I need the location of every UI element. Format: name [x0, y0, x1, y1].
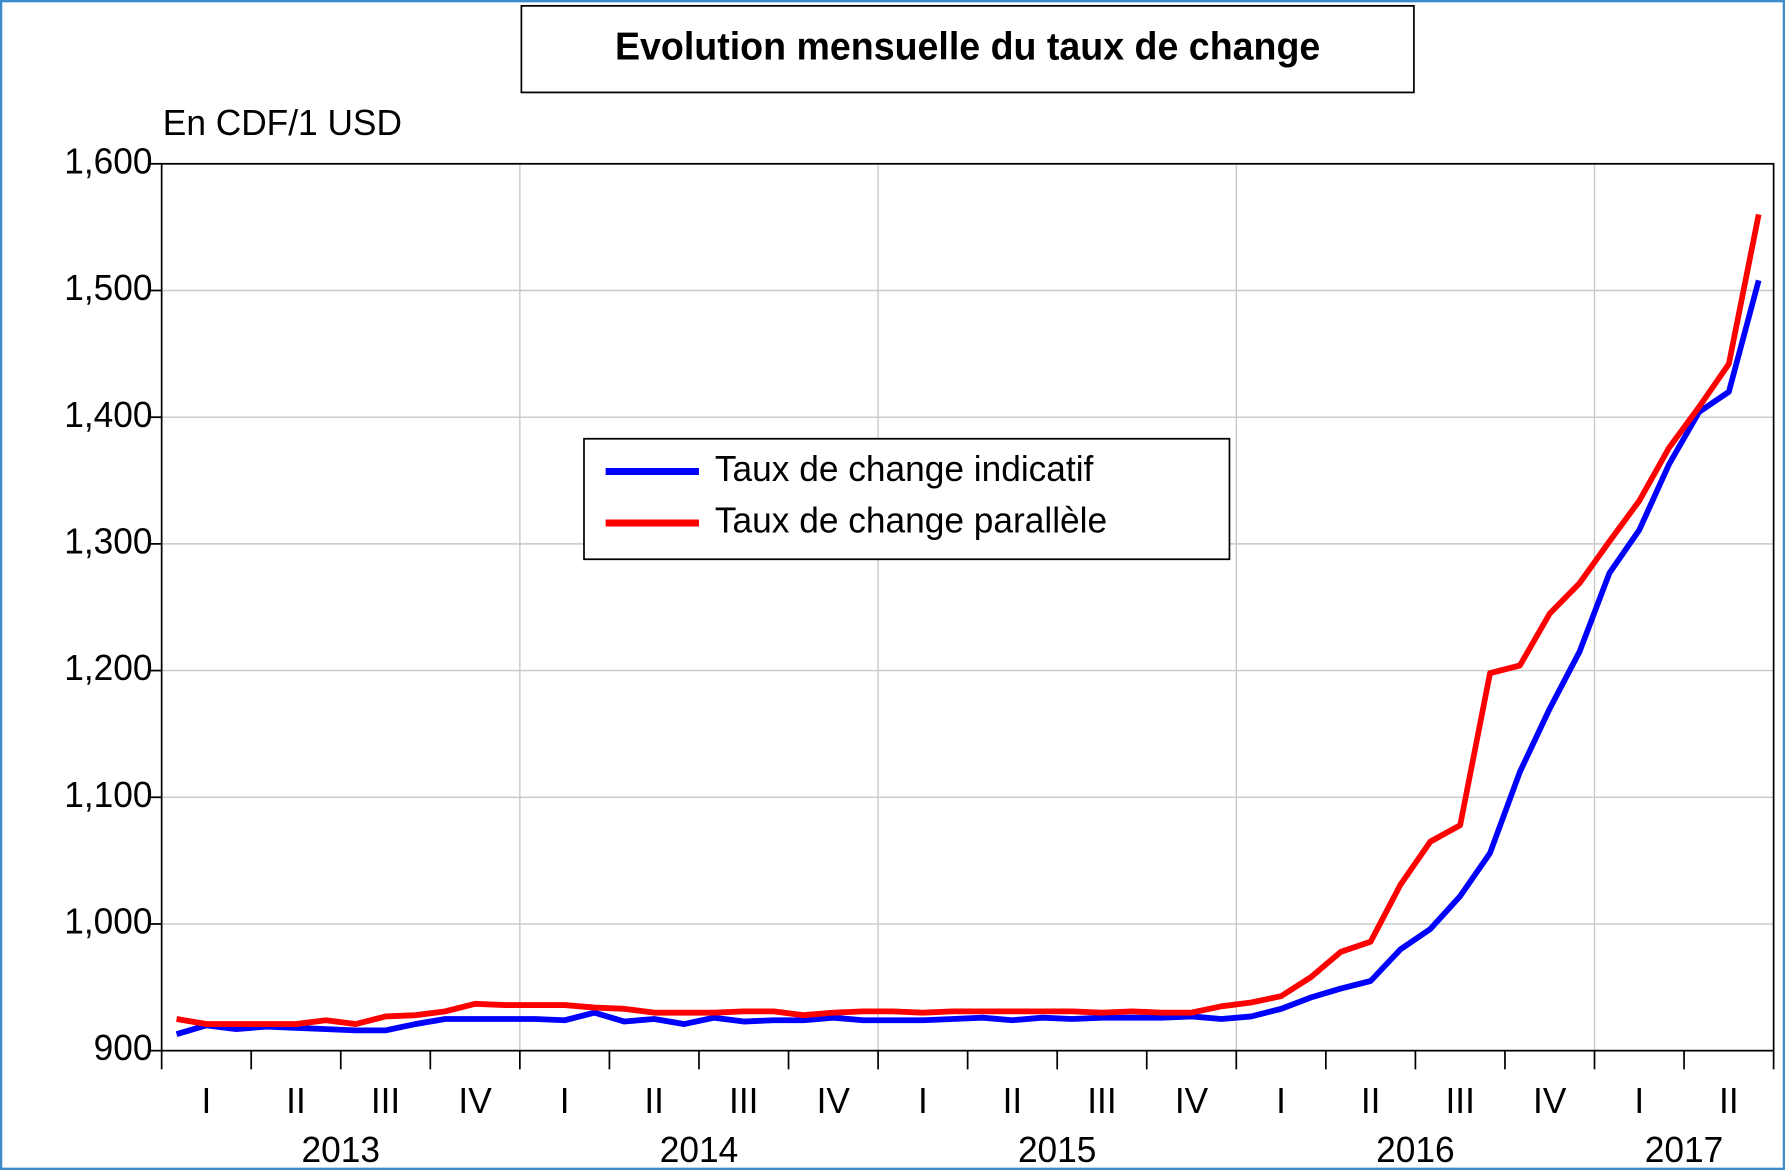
- quarter-label: II: [1361, 1080, 1381, 1121]
- quarter-label: IV: [817, 1080, 850, 1121]
- quarter-label: I: [918, 1080, 928, 1121]
- series-line: [175, 279, 1762, 1037]
- plot-border: [160, 162, 1775, 1052]
- year-label: 2015: [1018, 1130, 1096, 1170]
- year-label: 2013: [302, 1130, 380, 1170]
- legend-label: Taux de change parallèle: [715, 500, 1107, 541]
- quarter-label: III: [1087, 1080, 1116, 1121]
- quarter-label: III: [371, 1080, 400, 1121]
- quarter-label: II: [644, 1080, 664, 1121]
- quarter-label: I: [202, 1080, 212, 1121]
- quarter-label: IV: [1533, 1080, 1566, 1121]
- year-label: 2014: [660, 1130, 738, 1170]
- quarter-label: II: [1719, 1080, 1739, 1121]
- y-tick-label: 1,500: [64, 268, 152, 309]
- y-tick-label: 1,000: [64, 901, 152, 942]
- quarter-label: II: [1003, 1080, 1023, 1121]
- quarter-label: I: [560, 1080, 570, 1121]
- quarter-label: I: [1634, 1080, 1644, 1121]
- year-label: 2016: [1376, 1130, 1454, 1170]
- y-tick-label: 900: [94, 1028, 153, 1069]
- series-line: [176, 213, 1762, 1027]
- y-tick-label: 1,200: [64, 648, 152, 689]
- title-box: [520, 4, 1415, 94]
- quarter-label: IV: [1175, 1080, 1208, 1121]
- y-tick-label: 1,300: [64, 521, 152, 562]
- y-tick-label: 1,100: [64, 774, 152, 815]
- y-tick-label: 1,400: [64, 394, 152, 435]
- quarter-label: I: [1276, 1080, 1286, 1121]
- legend-label: Taux de change indicatif: [715, 449, 1094, 490]
- quarter-label: II: [286, 1080, 306, 1121]
- quarter-label: III: [729, 1080, 758, 1121]
- year-label: 2017: [1645, 1130, 1723, 1170]
- legend-box: [583, 437, 1231, 561]
- y-tick-label: 1,600: [64, 141, 152, 182]
- quarter-label: IV: [458, 1080, 491, 1121]
- chart-title: Evolution mensuelle du taux de change: [615, 26, 1320, 69]
- quarter-label: III: [1445, 1080, 1474, 1121]
- y-axis-label: En CDF/1 USD: [163, 102, 402, 143]
